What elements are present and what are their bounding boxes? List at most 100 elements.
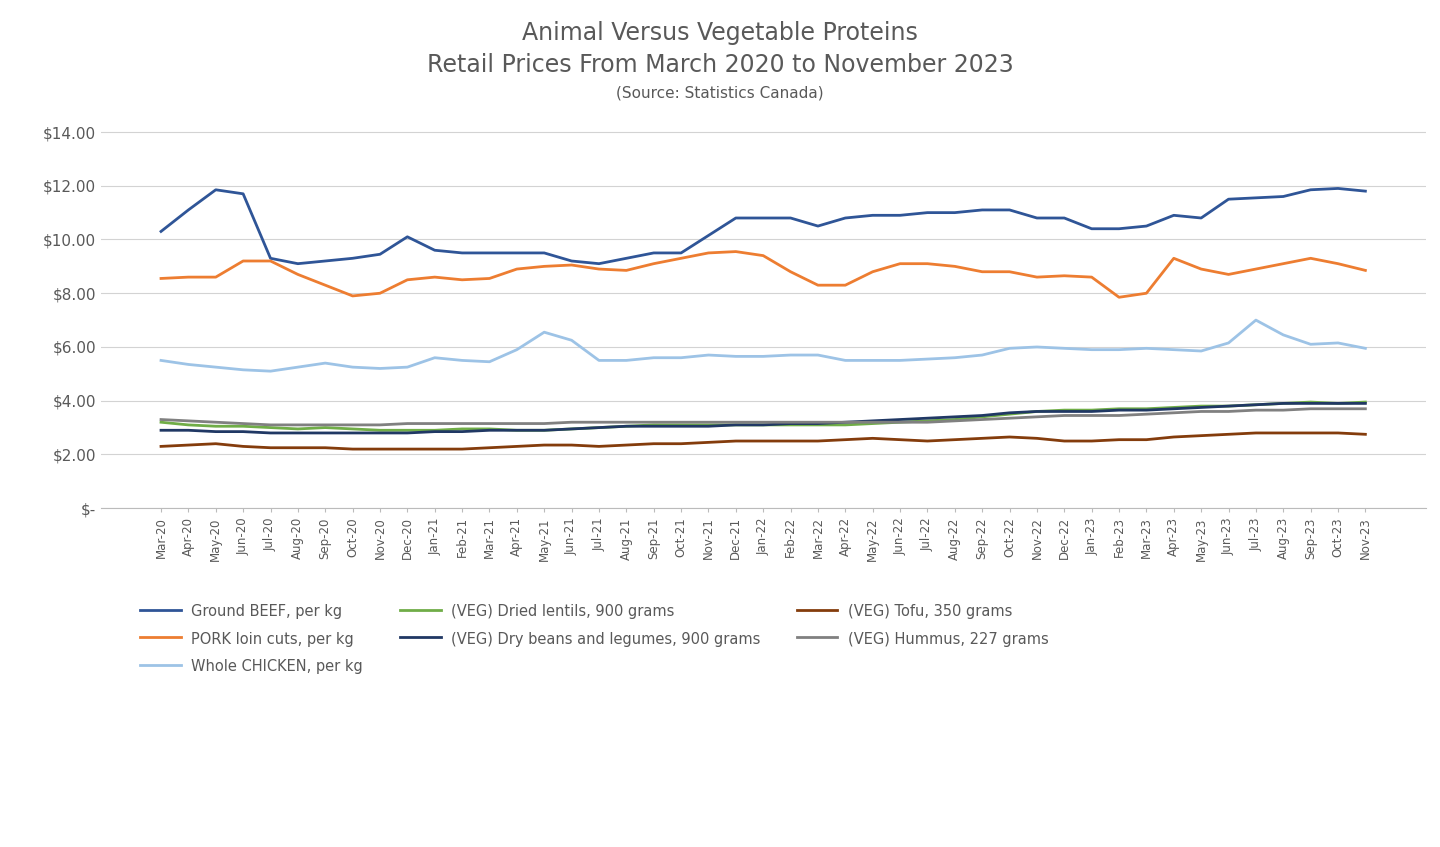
(VEG) Hummus, 227 grams [153,414,170,424]
(VEG) Dry beans and legumes, 900 grams [454,427,471,437]
PORK loin cuts, per kg [1110,292,1128,302]
Whole CHICKEN, per kg [755,352,772,362]
Whole CHICKEN, per kg [1056,343,1073,353]
PORK loin cuts, per kg [262,256,279,266]
(VEG) Dry beans and legumes, 900 grams [672,421,690,431]
Whole CHICKEN, per kg [1165,345,1182,355]
(VEG) Dry beans and legumes, 900 grams [508,425,526,435]
Ground BEEF, per kg [372,249,389,259]
(VEG) Dry beans and legumes, 900 grams [864,416,881,426]
(VEG) Dried lentils, 900 grams [700,420,717,430]
(VEG) Dry beans and legumes, 900 grams [700,421,717,431]
PORK loin cuts, per kg [454,274,471,285]
Ground BEEF, per kg [782,213,799,223]
PORK loin cuts, per kg [755,251,772,261]
(VEG) Tofu, 350 grams [399,444,416,454]
Ground BEEF, per kg [1302,185,1319,195]
(VEG) Dried lentils, 900 grams [1028,407,1045,417]
PORK loin cuts, per kg [946,261,963,271]
Whole CHICKEN, per kg [1083,345,1100,355]
PORK loin cuts, per kg [481,274,498,284]
PORK loin cuts, per kg [590,264,608,274]
PORK loin cuts, per kg [1028,272,1045,282]
PORK loin cuts, per kg [700,248,717,258]
(VEG) Tofu, 350 grams [1110,435,1128,445]
Ground BEEF, per kg [1274,191,1292,202]
(VEG) Dry beans and legumes, 900 grams [344,428,361,438]
PORK loin cuts, per kg [1274,258,1292,268]
Line: (VEG) Dried lentils, 900 grams: (VEG) Dried lentils, 900 grams [161,402,1365,430]
(VEG) Tofu, 350 grams [755,436,772,446]
PORK loin cuts, per kg [399,274,416,285]
(VEG) Dry beans and legumes, 900 grams [262,428,279,438]
(VEG) Dried lentils, 900 grams [536,425,553,435]
(VEG) Tofu, 350 grams [481,443,498,453]
Ground BEEF, per kg [727,213,744,223]
Whole CHICKEN, per kg [946,352,963,363]
Whole CHICKEN, per kg [1138,343,1155,353]
(VEG) Tofu, 350 grams [1165,432,1182,442]
PORK loin cuts, per kg [1165,253,1182,263]
(VEG) Hummus, 227 grams [973,414,991,424]
(VEG) Dry beans and legumes, 900 grams [590,423,608,433]
(VEG) Hummus, 227 grams [235,418,252,429]
(VEG) Tofu, 350 grams [645,439,662,449]
(VEG) Dried lentils, 900 grams [508,425,526,435]
(VEG) Dried lentils, 900 grams [454,424,471,434]
PORK loin cuts, per kg [1329,258,1346,268]
(VEG) Tofu, 350 grams [1056,436,1073,446]
(VEG) Hummus, 227 grams [262,420,279,430]
(VEG) Tofu, 350 grams [864,434,881,444]
(VEG) Dried lentils, 900 grams [317,423,334,433]
(VEG) Dry beans and legumes, 900 grams [1247,400,1264,410]
(VEG) Hummus, 227 grams [645,417,662,427]
(VEG) Dried lentils, 900 grams [372,425,389,435]
Legend: Ground BEEF, per kg, PORK loin cuts, per kg, Whole CHICKEN, per kg, (VEG) Dried : Ground BEEF, per kg, PORK loin cuts, per… [134,597,1054,680]
(VEG) Dry beans and legumes, 900 grams [426,427,444,437]
(VEG) Tofu, 350 grams [590,441,608,451]
(VEG) Tofu, 350 grams [919,436,936,446]
(VEG) Dry beans and legumes, 900 grams [727,420,744,430]
Ground BEEF, per kg [399,232,416,242]
(VEG) Dry beans and legumes, 900 grams [153,425,170,435]
(VEG) Dried lentils, 900 grams [727,420,744,430]
(VEG) Dried lentils, 900 grams [1247,400,1264,410]
(VEG) Tofu, 350 grams [536,440,553,450]
Ground BEEF, per kg [426,245,444,255]
(VEG) Dried lentils, 900 grams [1356,397,1374,407]
Line: (VEG) Tofu, 350 grams: (VEG) Tofu, 350 grams [161,433,1365,449]
(VEG) Tofu, 350 grams [891,435,909,445]
Ground BEEF, per kg [946,208,963,218]
(VEG) Dried lentils, 900 grams [426,425,444,435]
(VEG) Tofu, 350 grams [837,435,854,445]
Text: (Source: Statistics Canada): (Source: Statistics Canada) [616,86,824,101]
(VEG) Tofu, 350 grams [508,441,526,451]
Whole CHICKEN, per kg [837,356,854,366]
Ground BEEF, per kg [1001,205,1018,215]
(VEG) Hummus, 227 grams [508,418,526,429]
(VEG) Hummus, 227 grams [618,417,635,427]
Whole CHICKEN, per kg [1302,339,1319,349]
Ground BEEF, per kg [207,185,225,195]
(VEG) Hummus, 227 grams [755,417,772,427]
Whole CHICKEN, per kg [289,362,307,372]
PORK loin cuts, per kg [1220,269,1237,280]
(VEG) Hummus, 227 grams [782,417,799,427]
(VEG) Dried lentils, 900 grams [1001,409,1018,419]
(VEG) Dry beans and legumes, 900 grams [289,428,307,438]
PORK loin cuts, per kg [1138,288,1155,298]
(VEG) Dried lentils, 900 grams [755,420,772,430]
(VEG) Hummus, 227 grams [1083,411,1100,421]
(VEG) Tofu, 350 grams [1083,436,1100,446]
(VEG) Tofu, 350 grams [563,440,580,450]
(VEG) Dried lentils, 900 grams [973,412,991,422]
(VEG) Dry beans and legumes, 900 grams [1138,405,1155,415]
Line: Ground BEEF, per kg: Ground BEEF, per kg [161,188,1365,263]
Ground BEEF, per kg [755,213,772,223]
(VEG) Dried lentils, 900 grams [1302,397,1319,407]
(VEG) Dried lentils, 900 grams [891,417,909,427]
Ground BEEF, per kg [1165,210,1182,220]
Whole CHICKEN, per kg [454,356,471,366]
Whole CHICKEN, per kg [508,345,526,355]
(VEG) Hummus, 227 grams [1192,407,1210,417]
